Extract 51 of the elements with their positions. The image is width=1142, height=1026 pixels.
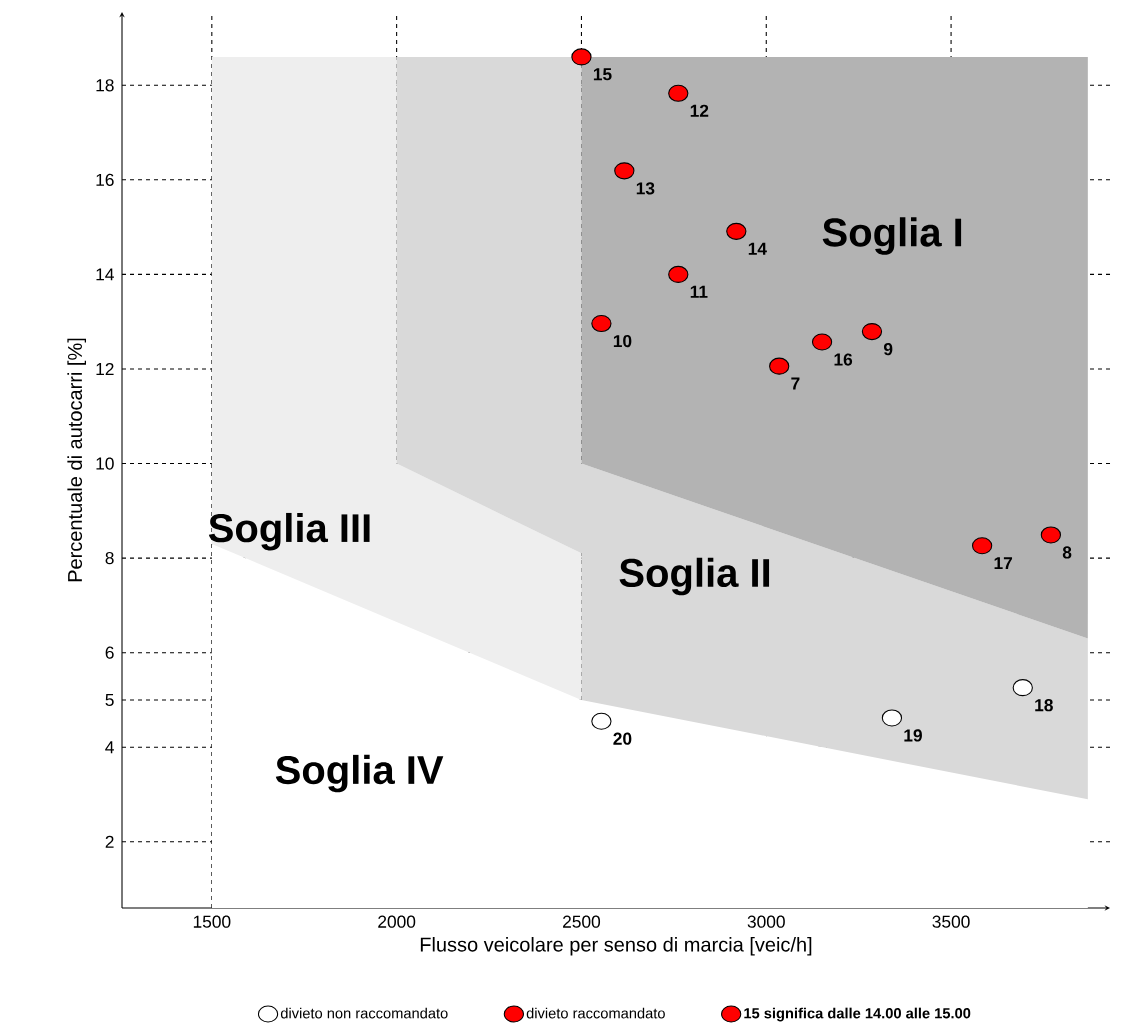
x-tick-label: 3500 [932,915,970,928]
y-tick-label: 2 [105,835,114,849]
annotation: Soglia IV [275,755,444,793]
annotation: 9 [883,343,893,356]
point [1012,679,1033,697]
annotation: 8 [1062,546,1072,559]
annotation: 7 [791,377,800,390]
annotation: 11 [690,285,708,298]
text: 15 significa dalle 14.00 alle 15.00 [744,1007,971,1022]
annotation: 13 [636,182,655,195]
point [668,84,689,103]
annotation: 18 [1035,699,1053,712]
point [614,162,635,180]
annotation: 17 [994,557,1013,570]
annotation: 16 [834,353,853,366]
point [591,315,612,333]
y-tick-label: 6 [105,646,114,659]
legend-label: divieto non raccomandato [280,1007,448,1019]
annotation: Soglia II [619,557,770,596]
annotation: Soglia I [822,217,962,255]
x-tick-label: 1500 [193,915,231,928]
y-tick-label: 18 [96,79,114,92]
annotation: 20 [613,732,632,746]
y-tick-label: 16 [96,173,114,187]
point [1040,526,1062,544]
x-tick-label: 3000 [747,915,785,928]
point [571,48,592,66]
point [971,537,993,555]
point [861,323,883,341]
point [811,333,833,351]
annotation: 14 [748,242,767,255]
y-tick-label: 10 [96,457,114,470]
y-tick-label: 8 [105,552,114,565]
x-tick-label: 2500 [563,915,601,928]
annotation: Soglia III [208,513,370,551]
point [726,223,747,241]
annotation: 15 [593,68,612,81]
y-tick-label: 4 [105,741,114,754]
annotation: 12 [690,104,709,117]
annotation: 19 [904,729,922,742]
y-axis-title: Percentuale di autocarri [%] [67,338,86,582]
point [881,709,903,727]
x-axis-title: Flusso veicolare per senso di marcia [veic/h] [420,937,812,956]
legend-label: divieto raccomandato [526,1007,665,1019]
point [769,357,790,375]
point [668,266,689,284]
y-tick-label: 14 [96,268,114,281]
y-tick-label: 12 [96,363,114,376]
annotation: 10 [613,335,632,348]
y-tick-label: 5 [105,694,114,707]
x-tick-label: 2000 [378,915,416,928]
